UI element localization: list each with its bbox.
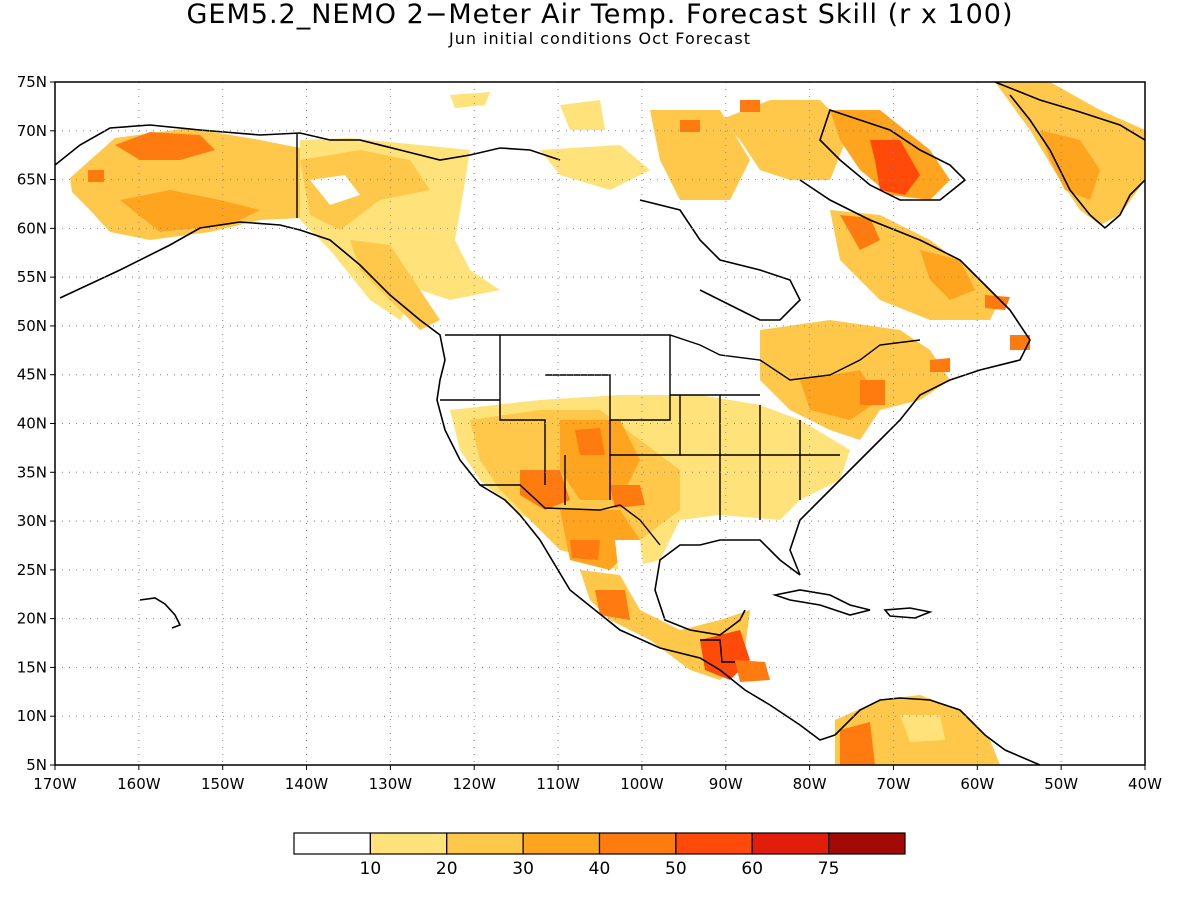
legend-label: 30 [512, 859, 534, 879]
legend-swatch [446, 832, 524, 855]
lon-label: 150W [201, 775, 245, 793]
lon-label: 140W [285, 775, 329, 793]
shade-arctic-3 [540, 145, 650, 190]
lat-label: 35N [17, 463, 47, 481]
coast-baffin [819, 108, 967, 201]
shade-arctic-1 [450, 92, 490, 108]
lat-label: 75N [17, 73, 47, 91]
lon-label: 60W [960, 775, 994, 793]
legend-swatch [522, 832, 601, 855]
legend-label: 10 [360, 859, 382, 879]
shade-arctic-5 [720, 100, 850, 180]
lat-label: 60N [17, 219, 47, 237]
shade-yukon-white [310, 175, 360, 205]
shade-labrador-mid2 [920, 250, 975, 300]
latitude-labels: 75N 70N 65N 60N 55N 50N 45N 40N 35N 30N 25N 20N 15N 1… [17, 73, 55, 774]
lat-label: 10N [17, 707, 47, 725]
shade-baffin-strong [870, 140, 920, 195]
longitude-labels: 170W 160W 150W 140W 130W 120W 110W 100W 90W 80W 70… [33, 765, 1162, 793]
lon-label: 40W [1128, 775, 1162, 793]
legend-label: 60 [741, 859, 763, 879]
coast-southamerica [834, 697, 1041, 765]
map-subtitle: Jun initial conditions Oct Forecast [448, 29, 752, 48]
coast-hawaii [139, 597, 182, 629]
shade-arizona [520, 470, 570, 510]
lat-label: 30N [17, 512, 47, 530]
lon-label: 120W [452, 775, 496, 793]
lon-label: 90W [709, 775, 743, 793]
coast-alaska [59, 221, 836, 741]
legend-swatch [293, 832, 371, 855]
lon-label: 130W [369, 775, 413, 793]
lat-label: 65N [17, 171, 47, 189]
shade-bc [350, 240, 440, 330]
legend-swatch [828, 832, 906, 855]
legend-swatch [675, 832, 753, 855]
lat-label: 15N [17, 658, 47, 676]
border-us-mexico [480, 484, 661, 546]
skill-shading [70, 82, 1145, 765]
lon-label: 100W [620, 775, 664, 793]
shade-mexico-north-strong [570, 540, 600, 560]
border-state-4 [609, 395, 681, 456]
shade-colorado [575, 428, 605, 455]
shade-labrador-east [985, 295, 1010, 310]
shade-northeast-strong [860, 380, 885, 405]
lon-label: 160W [117, 775, 161, 793]
legend-label: 75 [818, 859, 840, 879]
coast-greenland [994, 82, 1145, 230]
shade-venezuela [900, 715, 945, 742]
shade-alaska-strong [115, 132, 215, 160]
shade-arctic-4 [650, 110, 750, 200]
coast-arctic [55, 124, 561, 166]
shade-mexico-mid [595, 590, 630, 620]
shade-honduras [735, 660, 770, 682]
lon-label: 170W [33, 775, 77, 793]
legend-label: 40 [589, 859, 611, 879]
lon-label: 50W [1044, 775, 1078, 793]
border-state-1 [499, 335, 546, 485]
lon-label: 70W [877, 775, 911, 793]
shade-labrador-mid [840, 215, 880, 250]
lat-label: 70N [17, 122, 47, 140]
lat-label: 25N [17, 561, 47, 579]
shade-white-coahuila [615, 540, 645, 585]
political-borders [296, 133, 921, 663]
shade-nfld [1010, 335, 1030, 350]
shade-newmexico [610, 485, 645, 508]
color-legend: 10 20 30 40 50 60 75 [293, 832, 906, 879]
legend-swatch [598, 832, 677, 855]
legend-label: 50 [665, 859, 687, 879]
lon-label: 80W [793, 775, 827, 793]
legend-label: 20 [436, 859, 458, 879]
shade-greenland-mid [1040, 130, 1100, 200]
coast-cuba [771, 589, 871, 616]
legend-swatch [369, 832, 448, 855]
map-title: GEM5.2_NEMO 2−Meter Air Temp. Forecast S… [186, 0, 1014, 30]
shade-nb [930, 358, 950, 372]
border-us-canada [445, 334, 921, 381]
coast-gulf [654, 539, 801, 636]
legend-swatch [751, 832, 830, 855]
shade-colombia [840, 722, 875, 765]
border-guatemala [700, 639, 735, 663]
shade-arctic-7 [740, 100, 760, 112]
coast-hispaniola [883, 607, 933, 619]
shade-alaska-mid [120, 190, 260, 232]
shade-arctic-2 [560, 100, 605, 130]
shade-yukon-mid [300, 150, 430, 230]
shade-alaska-west [88, 170, 104, 182]
shade-arctic-6 [680, 120, 700, 132]
lat-label: 45N [17, 366, 47, 384]
lat-label: 20N [17, 610, 47, 628]
coast-hudson [639, 199, 801, 321]
lat-label: 50N [17, 317, 47, 335]
lon-label: 110W [536, 775, 580, 793]
lat-label: 55N [17, 268, 47, 286]
lat-label: 5N [26, 756, 47, 774]
lat-label: 40N [17, 415, 47, 433]
